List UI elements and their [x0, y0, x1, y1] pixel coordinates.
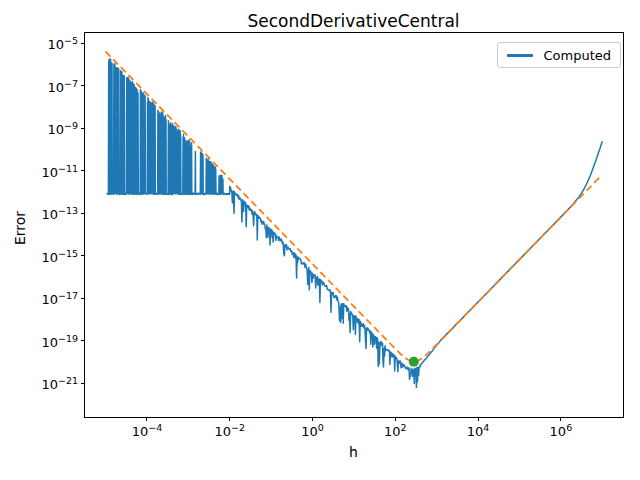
figure-canvas: SecondDerivativeCentral h Error Computed…: [0, 0, 640, 480]
y-tick-label: 10−5: [18, 35, 78, 52]
chart-plot: [0, 0, 640, 480]
y-tick-label: 10−7: [18, 78, 78, 95]
computed-series-swatch: [507, 54, 533, 57]
y-tick-label: 10−13: [18, 205, 78, 222]
y-tick-label: 10−11: [18, 163, 78, 180]
x-tick-label: 106: [539, 422, 583, 439]
legend-box: Computed: [497, 42, 621, 68]
y-tick-label: 10−17: [18, 290, 78, 307]
y-tick-label: 10−15: [18, 248, 78, 265]
legend-entry-label: Computed: [543, 48, 611, 63]
x-tick-label: 10−4: [125, 422, 169, 439]
y-tick-label: 10−21: [18, 375, 78, 392]
x-tick-label: 10−2: [208, 422, 252, 439]
y-tick-label: 10−9: [18, 120, 78, 137]
chart-title: SecondDerivativeCentral: [84, 11, 623, 31]
y-tick-label: 10−19: [18, 333, 78, 350]
x-tick-label: 102: [373, 422, 417, 439]
computed-series-line: [107, 59, 603, 387]
plot-border: [84, 32, 623, 417]
x-tick-label: 104: [456, 422, 500, 439]
x-axis-label: h: [84, 444, 623, 460]
x-tick-label: 100: [291, 422, 335, 439]
optimum-point-marker: [409, 357, 419, 367]
